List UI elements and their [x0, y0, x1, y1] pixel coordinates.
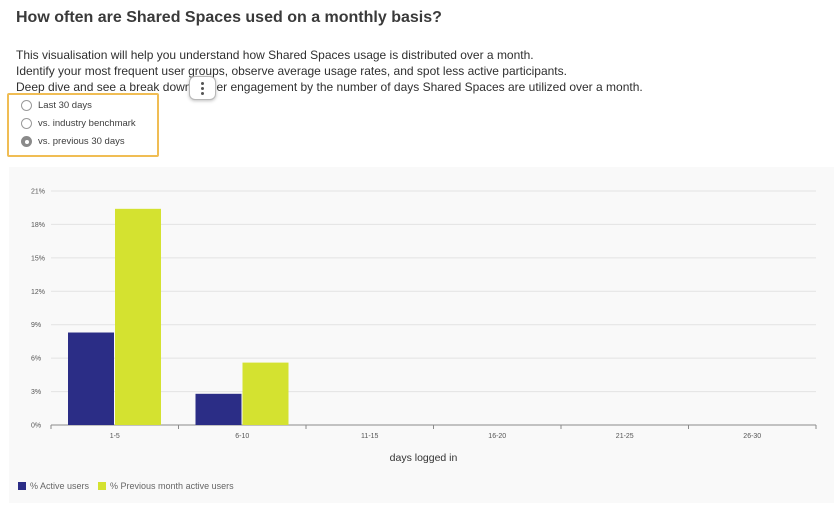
radio-previous-30-days[interactable]: vs. previous 30 days: [21, 136, 125, 147]
description-line-3-end: er engagement by the number of days Shar…: [216, 80, 643, 94]
legend-swatch-active: [18, 482, 26, 490]
page-title: How often are Shared Spaces used on a mo…: [16, 9, 442, 26]
x-axis-label: days logged in: [390, 452, 458, 464]
kebab-dot-icon: [201, 91, 204, 95]
chart-legend: % Active users % Previous month active u…: [18, 481, 243, 491]
x-tick-label: 16-20: [488, 433, 506, 440]
radio-label: Last 30 days: [38, 100, 92, 111]
description: This visualisation will help you underst…: [16, 47, 643, 95]
y-tick-label: 12%: [31, 289, 45, 296]
legend-item-active[interactable]: % Active users: [18, 481, 89, 491]
radio-label: vs. industry benchmark: [38, 118, 136, 129]
bar-active-users: [195, 393, 242, 425]
chart-panel: 0% 3% 6% 9% 12% 15% 18% 21% 1-5 6-10 11-15 16-20 21-…: [9, 167, 834, 503]
radio-circle-selected[interactable]: [21, 136, 32, 147]
kebab-dot-icon: [201, 86, 204, 90]
kebab-dot-icon: [201, 81, 204, 85]
radio-circle[interactable]: [21, 118, 32, 129]
y-tick-label: 0%: [31, 423, 41, 430]
bar-previous-month: [115, 208, 161, 425]
y-tick-label: 9%: [31, 322, 41, 329]
legend-label-previous: % Previous month active users: [110, 481, 234, 491]
x-tick-label: 1-5: [110, 433, 120, 440]
x-tick-label: 21-25: [616, 433, 634, 440]
comparison-options-group: Last 30 days vs. industry benchmark vs. …: [7, 93, 159, 157]
x-tick-label: 6-10: [235, 433, 249, 440]
x-tick-label: 11-15: [361, 433, 378, 440]
y-tick-label: 18%: [31, 222, 45, 229]
legend-label-active: % Active users: [30, 481, 90, 491]
bar-previous-month: [242, 362, 289, 425]
more-options-button[interactable]: [189, 76, 216, 100]
radio-last-30-days[interactable]: Last 30 days: [21, 100, 92, 111]
radio-label: vs. previous 30 days: [38, 136, 125, 147]
description-line-2: Identify your most frequent user groups,…: [16, 64, 567, 78]
radio-industry-benchmark[interactable]: vs. industry benchmark: [21, 118, 136, 129]
legend-swatch-previous: [98, 482, 107, 490]
bar-active-users: [68, 332, 114, 425]
description-line-3: Deep dive and see a break down er engagem…: [16, 79, 643, 95]
legend-item-previous[interactable]: % Previous month active users: [98, 481, 234, 491]
radio-circle[interactable]: [21, 100, 32, 111]
y-tick-label: 21%: [31, 189, 45, 196]
x-tick-label: 26-30: [743, 433, 761, 440]
y-tick-label: 15%: [31, 255, 45, 262]
description-line-3-start: Deep dive and see a break down: [16, 80, 192, 94]
y-tick-label: 3%: [31, 389, 41, 396]
bar-chart: 0% 3% 6% 9% 12% 15% 18% 21% 1-5 6-10 11-15 16-20 21-…: [31, 189, 817, 464]
description-line-1: This visualisation will help you underst…: [16, 48, 534, 62]
y-tick-label: 6%: [31, 356, 41, 363]
